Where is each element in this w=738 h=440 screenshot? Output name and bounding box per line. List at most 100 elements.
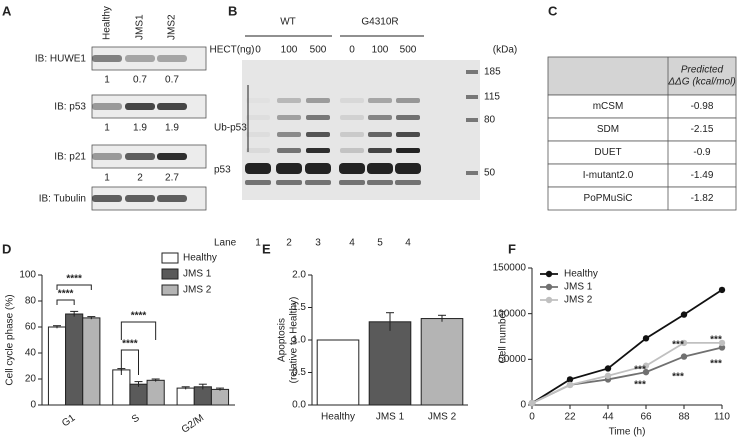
legend-label: Healthy bbox=[564, 269, 598, 280]
table-cell: mCSM bbox=[593, 101, 624, 112]
band bbox=[306, 132, 330, 137]
ladder-band bbox=[466, 118, 478, 122]
band bbox=[367, 163, 393, 174]
ub-label: Ub-p53 bbox=[214, 123, 247, 134]
legend-label: Healthy bbox=[183, 253, 217, 264]
band bbox=[395, 163, 421, 174]
band bbox=[368, 148, 392, 153]
legend-label: JMS 1 bbox=[183, 269, 212, 280]
ladder-band bbox=[466, 171, 478, 175]
x-tick-label: JMS 1 bbox=[376, 412, 405, 423]
hect-amount: 0 bbox=[349, 45, 355, 56]
marker bbox=[604, 372, 612, 379]
lane-label: Healthy bbox=[102, 6, 113, 40]
quant: 0.7 bbox=[133, 75, 147, 86]
band bbox=[92, 103, 122, 110]
bar bbox=[112, 369, 131, 406]
panel-label: C bbox=[548, 3, 558, 18]
quant: 1.9 bbox=[133, 123, 147, 134]
marker bbox=[680, 353, 688, 360]
band bbox=[306, 98, 330, 103]
table-row bbox=[547, 186, 737, 211]
table-cell: -1.82 bbox=[691, 193, 714, 204]
group-label: G4310R bbox=[361, 17, 398, 28]
x-tick-label: 0 bbox=[529, 412, 535, 423]
band bbox=[396, 98, 420, 103]
band bbox=[395, 180, 421, 185]
ladder-band bbox=[466, 70, 478, 74]
bar bbox=[129, 383, 148, 406]
y-tick-label: 0.5 bbox=[292, 367, 306, 378]
table-cell: -2.15 bbox=[691, 124, 714, 135]
sig-bracket bbox=[56, 299, 75, 305]
legend-marker bbox=[545, 296, 553, 304]
bar bbox=[176, 387, 195, 406]
band bbox=[125, 153, 155, 160]
blot bbox=[242, 60, 480, 200]
lane-number: 4 bbox=[349, 238, 355, 249]
bar bbox=[47, 326, 67, 406]
lane-label: JMS1 bbox=[135, 14, 146, 40]
panel-label: B bbox=[228, 3, 237, 18]
x-tick-label: 44 bbox=[602, 412, 614, 423]
band bbox=[246, 132, 270, 137]
legend-swatch bbox=[161, 268, 179, 280]
kda: 80 bbox=[484, 115, 496, 126]
x-tick-label: Healthy bbox=[321, 412, 355, 423]
marker bbox=[642, 368, 650, 376]
y-axis-label: Apoptosis bbox=[277, 318, 288, 362]
band bbox=[396, 148, 420, 153]
band bbox=[125, 195, 155, 202]
band bbox=[246, 115, 270, 120]
y-tick-label: 80 bbox=[25, 296, 37, 307]
y-axis-label: Cell number bbox=[498, 309, 509, 364]
band bbox=[396, 132, 420, 137]
lane-number: 2 bbox=[286, 238, 292, 249]
blot-label: IB: Tubulin bbox=[39, 194, 86, 205]
y-tick-label: 0.0 bbox=[292, 400, 306, 411]
lane-title: Lane bbox=[214, 238, 237, 249]
blot bbox=[91, 46, 207, 71]
band bbox=[125, 55, 155, 62]
band bbox=[339, 180, 365, 185]
quant: 1 bbox=[104, 173, 110, 184]
bar bbox=[368, 321, 412, 406]
bar bbox=[316, 339, 360, 406]
band bbox=[92, 153, 122, 160]
band bbox=[368, 98, 392, 103]
y-tick-label: 60 bbox=[25, 322, 37, 333]
band bbox=[340, 115, 364, 120]
table-cell: I-mutant2.0 bbox=[583, 170, 634, 181]
band bbox=[306, 148, 330, 153]
x-tick-label: JMS 2 bbox=[428, 412, 457, 423]
marker bbox=[528, 399, 536, 407]
marker bbox=[566, 381, 574, 389]
band bbox=[157, 153, 187, 160]
band bbox=[339, 163, 365, 174]
band bbox=[340, 132, 364, 137]
sig-bracket bbox=[120, 321, 157, 340]
hect-amount: 0 bbox=[255, 45, 261, 56]
panel-label: A bbox=[2, 3, 12, 18]
table-header bbox=[547, 56, 737, 96]
significance: *** bbox=[634, 380, 646, 391]
lane-number: 1 bbox=[255, 238, 261, 249]
line bbox=[531, 346, 723, 404]
significance: **** bbox=[131, 311, 147, 322]
band bbox=[245, 163, 271, 174]
line bbox=[531, 341, 722, 404]
panel-label: E bbox=[262, 241, 271, 256]
bar bbox=[193, 386, 212, 406]
y-tick-label: 0 bbox=[520, 400, 526, 411]
bar bbox=[420, 318, 464, 406]
lane-label: JMS2 bbox=[167, 14, 178, 40]
kda: 50 bbox=[484, 168, 496, 179]
legend-marker bbox=[545, 283, 553, 291]
significance: **** bbox=[58, 289, 74, 300]
bar bbox=[82, 317, 101, 406]
y-tick-label: 1.0 bbox=[292, 335, 306, 346]
band bbox=[276, 163, 302, 174]
table-cell: -0.98 bbox=[691, 101, 714, 112]
band bbox=[276, 180, 302, 185]
quant: 2 bbox=[137, 173, 143, 184]
